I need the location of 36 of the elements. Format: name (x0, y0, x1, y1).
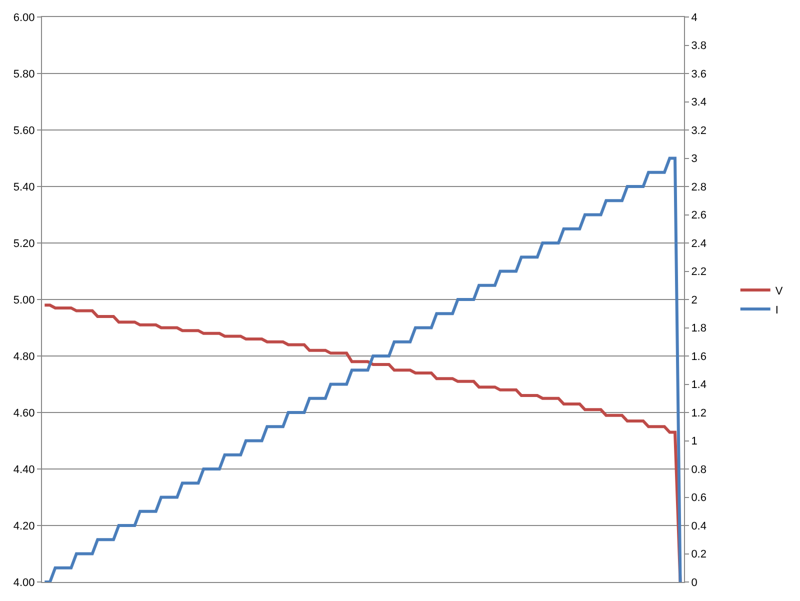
line-series (43, 304, 682, 582)
y-tick-label: 5.20 (13, 238, 35, 250)
y2-tick-label: 1.2 (691, 407, 706, 420)
y2-tick-label: 3 (691, 153, 698, 166)
y-tick-label: 6.00 (13, 12, 35, 24)
y-tick-label: 4.20 (13, 520, 35, 532)
y2-tick-label: 1.6 (691, 350, 706, 363)
y2-tick-label: 3.4 (691, 96, 706, 109)
y2-tick-label: 3.2 (691, 124, 706, 137)
y-tick-label: 5.60 (13, 124, 35, 137)
y2-tick-label: 3.6 (691, 68, 706, 80)
y-tick-label: 5.80 (13, 68, 35, 80)
y2-tick-label: 0.4 (691, 520, 706, 532)
y2-tick-label: 1.8 (691, 322, 706, 335)
y-tick-label: 5.40 (13, 181, 35, 194)
y2-tick-label: 2 (691, 294, 698, 306)
y-tick-label: 4.40 (13, 464, 35, 476)
y2-tick-label: 2.8 (691, 181, 706, 194)
y-tick-label: 4.00 (13, 576, 35, 589)
y2-tick-label: 0.8 (691, 464, 706, 476)
y-tick-label: 4.80 (13, 350, 35, 363)
y2-tick-label: 0.2 (691, 548, 706, 561)
y2-tick-label: 0.6 (691, 492, 706, 504)
y2-tick-label: 2.4 (691, 238, 706, 250)
y-tick-label: 4.60 (13, 407, 35, 420)
line-series (43, 156, 682, 582)
y2-tick-label: 0 (691, 576, 698, 589)
y2-tick-label: 1.4 (691, 379, 706, 392)
y2-tick-label: 1 (691, 436, 698, 448)
y2-tick-label: 3.8 (691, 40, 706, 52)
y-tick-label: 5.00 (13, 294, 35, 306)
legend-label: I (775, 304, 778, 316)
y2-tick-label: 2.2 (691, 266, 706, 278)
y2-tick-label: 2.6 (691, 210, 706, 222)
legend-label: V (775, 285, 784, 298)
y2-tick-label: 4 (691, 12, 698, 24)
